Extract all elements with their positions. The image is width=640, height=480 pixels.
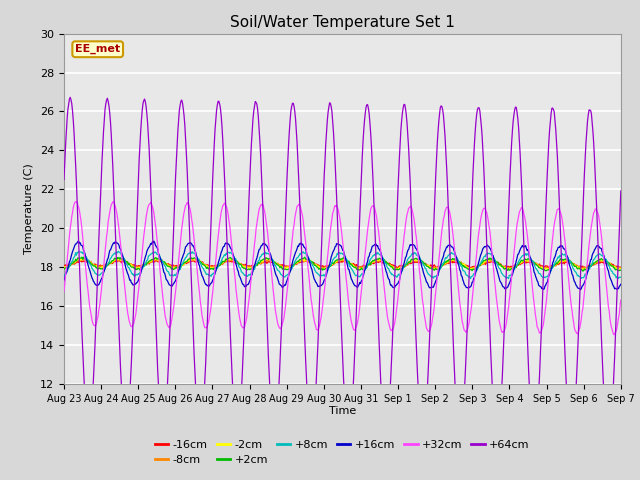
Legend: -16cm, -8cm, -2cm, +2cm, +8cm, +16cm, +32cm, +64cm: -16cm, -8cm, -2cm, +2cm, +8cm, +16cm, +3… bbox=[150, 435, 534, 469]
Title: Soil/Water Temperature Set 1: Soil/Water Temperature Set 1 bbox=[230, 15, 455, 30]
X-axis label: Time: Time bbox=[329, 407, 356, 417]
Text: EE_met: EE_met bbox=[75, 44, 120, 54]
Y-axis label: Temperature (C): Temperature (C) bbox=[24, 163, 35, 254]
